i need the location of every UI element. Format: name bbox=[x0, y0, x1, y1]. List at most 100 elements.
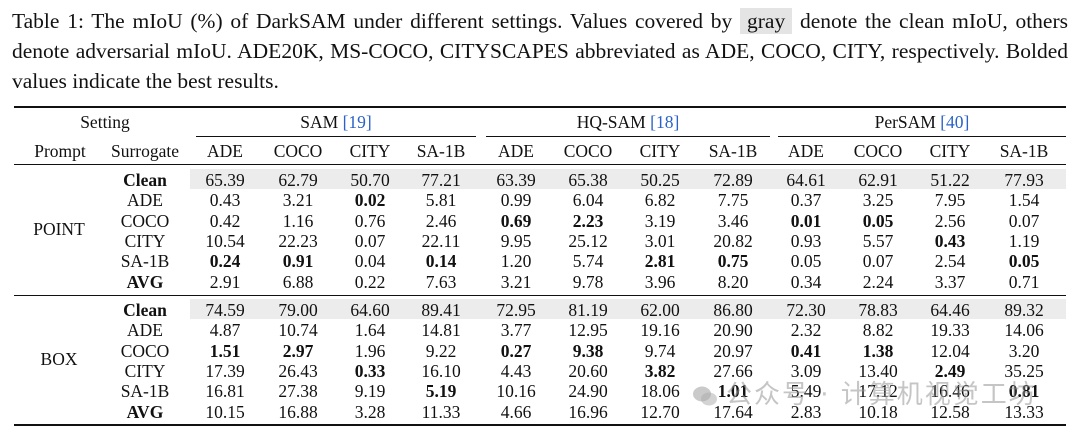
table-cell: 5.57 bbox=[862, 230, 894, 251]
table-cell: 2.54 bbox=[934, 251, 966, 272]
table-cell: 3.21 bbox=[500, 271, 532, 292]
table-cell: 0.24 bbox=[209, 251, 241, 272]
table-cell: 62.91 bbox=[858, 170, 898, 190]
table-cell: 3.77 bbox=[500, 320, 532, 341]
table-cell: 0.37 bbox=[790, 190, 822, 211]
table-cell: 16.46 bbox=[930, 381, 970, 402]
column-header-sa-1b: SA-1B bbox=[416, 141, 466, 161]
table-cell: 19.16 bbox=[640, 320, 680, 341]
table-cell: 77.21 bbox=[421, 170, 461, 190]
table-cell: 3.46 bbox=[717, 210, 749, 231]
table-cell: 9.95 bbox=[500, 230, 532, 251]
table-cell: 4.87 bbox=[209, 320, 241, 341]
surrogate-label: CITY bbox=[124, 230, 166, 251]
table-cell: 18.06 bbox=[640, 381, 680, 402]
table-cell: 89.32 bbox=[1004, 300, 1044, 320]
surrogate-label: Clean bbox=[123, 170, 167, 190]
model-name: HQ-SAM bbox=[576, 112, 651, 132]
table-cell: 86.80 bbox=[713, 300, 753, 320]
table-cell: 20.97 bbox=[713, 340, 753, 361]
table-cell: 74.59 bbox=[205, 300, 245, 320]
surrogate-label: AVG bbox=[126, 401, 164, 422]
table-cell: 0.05 bbox=[1008, 251, 1040, 272]
table-cell: 2.91 bbox=[209, 271, 241, 292]
table-cell: 13.40 bbox=[858, 360, 898, 381]
table-cell: 11.33 bbox=[421, 401, 461, 422]
table-cell: 20.60 bbox=[568, 360, 608, 381]
table-cell: 0.43 bbox=[209, 190, 241, 211]
column-header-sa-1b: SA-1B bbox=[708, 141, 758, 161]
table-cell: 8.20 bbox=[717, 271, 749, 292]
table-cell: 0.75 bbox=[717, 251, 749, 272]
watermark: 公众号 · 计算机视觉工坊 bbox=[692, 374, 1037, 411]
surrogate-label: SA-1B bbox=[120, 251, 170, 272]
table-cell: 72.89 bbox=[713, 170, 753, 190]
table-cell: 0.05 bbox=[862, 210, 894, 231]
table-cell: 5.49 bbox=[790, 381, 822, 402]
table-cell: 72.30 bbox=[786, 300, 826, 320]
top-rule bbox=[14, 106, 1066, 108]
group-rule bbox=[14, 295, 1066, 296]
table-cell: 1.54 bbox=[1008, 190, 1040, 211]
surrogate-label: Clean bbox=[123, 300, 167, 320]
caption-text-2: denote the clean mIoU, others denote adv… bbox=[12, 9, 1068, 93]
model-header-sam: SAM [19] bbox=[266, 112, 406, 132]
table-cell: 3.01 bbox=[644, 230, 676, 251]
table-cell: 0.05 bbox=[790, 251, 822, 272]
table-cell: 3.20 bbox=[1008, 340, 1040, 361]
table-cell: 2.81 bbox=[644, 251, 676, 272]
wechat-icon bbox=[693, 386, 717, 405]
table-cell: 0.14 bbox=[425, 251, 457, 272]
table-cell: 3.37 bbox=[934, 271, 966, 292]
table-cell: 10.15 bbox=[205, 401, 245, 422]
column-header-sa-1b: SA-1B bbox=[999, 141, 1049, 161]
citation-link[interactable]: [19] bbox=[342, 112, 372, 132]
surrogate-label: ADE bbox=[127, 320, 163, 341]
table-cell: 1.20 bbox=[500, 251, 532, 272]
table-cell: 1.51 bbox=[209, 340, 241, 361]
table-cell: 16.96 bbox=[568, 401, 608, 422]
table-cell: 0.91 bbox=[282, 251, 314, 272]
table-cell: 27.38 bbox=[278, 381, 318, 402]
clean-row-shading bbox=[190, 299, 1066, 319]
table-cell: 3.21 bbox=[282, 190, 314, 211]
table-cell: 3.25 bbox=[862, 190, 894, 211]
table-cell: 63.39 bbox=[496, 170, 536, 190]
header-setting: Setting bbox=[80, 112, 130, 132]
table-cell: 12.95 bbox=[568, 320, 608, 341]
table-cell: 0.76 bbox=[354, 210, 386, 231]
table-cell: 14.81 bbox=[421, 320, 461, 341]
citation-link[interactable]: [18] bbox=[650, 112, 680, 132]
model-name: PerSAM bbox=[874, 112, 941, 132]
column-header-city: CITY bbox=[349, 141, 391, 161]
table-cell: 20.82 bbox=[713, 230, 753, 251]
table-cell: 8.82 bbox=[862, 320, 894, 341]
table-cell: 1.19 bbox=[1008, 230, 1040, 251]
table-cell: 2.23 bbox=[572, 210, 604, 231]
table-cell: 0.34 bbox=[790, 271, 822, 292]
prompt-label: BOX bbox=[40, 348, 78, 369]
table-cell: 4.43 bbox=[500, 360, 532, 381]
table-cell: 25.12 bbox=[568, 230, 608, 251]
table-cell: 10.74 bbox=[278, 320, 318, 341]
table-cell: 10.16 bbox=[496, 381, 536, 402]
clean-row-shading bbox=[190, 169, 1066, 189]
table-cell: 16.88 bbox=[278, 401, 318, 422]
column-header-ade: ADE bbox=[788, 141, 824, 161]
surrogate-label: AVG bbox=[126, 271, 164, 292]
table-cell: 65.39 bbox=[205, 170, 245, 190]
table-cell: 0.33 bbox=[354, 360, 386, 381]
surrogate-label: ADE bbox=[127, 190, 163, 211]
caption-gray-word: gray bbox=[740, 8, 793, 34]
prompt-label: POINT bbox=[33, 218, 85, 239]
table-cell: 62.79 bbox=[278, 170, 318, 190]
table-cell: 0.99 bbox=[500, 190, 532, 211]
table-cell: 0.93 bbox=[790, 230, 822, 251]
table-cell: 6.82 bbox=[644, 190, 676, 211]
citation-link[interactable]: [40] bbox=[940, 112, 970, 132]
table-cell: 7.63 bbox=[425, 271, 457, 292]
table-cell: 6.04 bbox=[572, 190, 604, 211]
table-cell: 17.12 bbox=[858, 381, 898, 402]
column-header-coco: COCO bbox=[563, 141, 613, 161]
model-underline-hqsam bbox=[486, 136, 770, 137]
